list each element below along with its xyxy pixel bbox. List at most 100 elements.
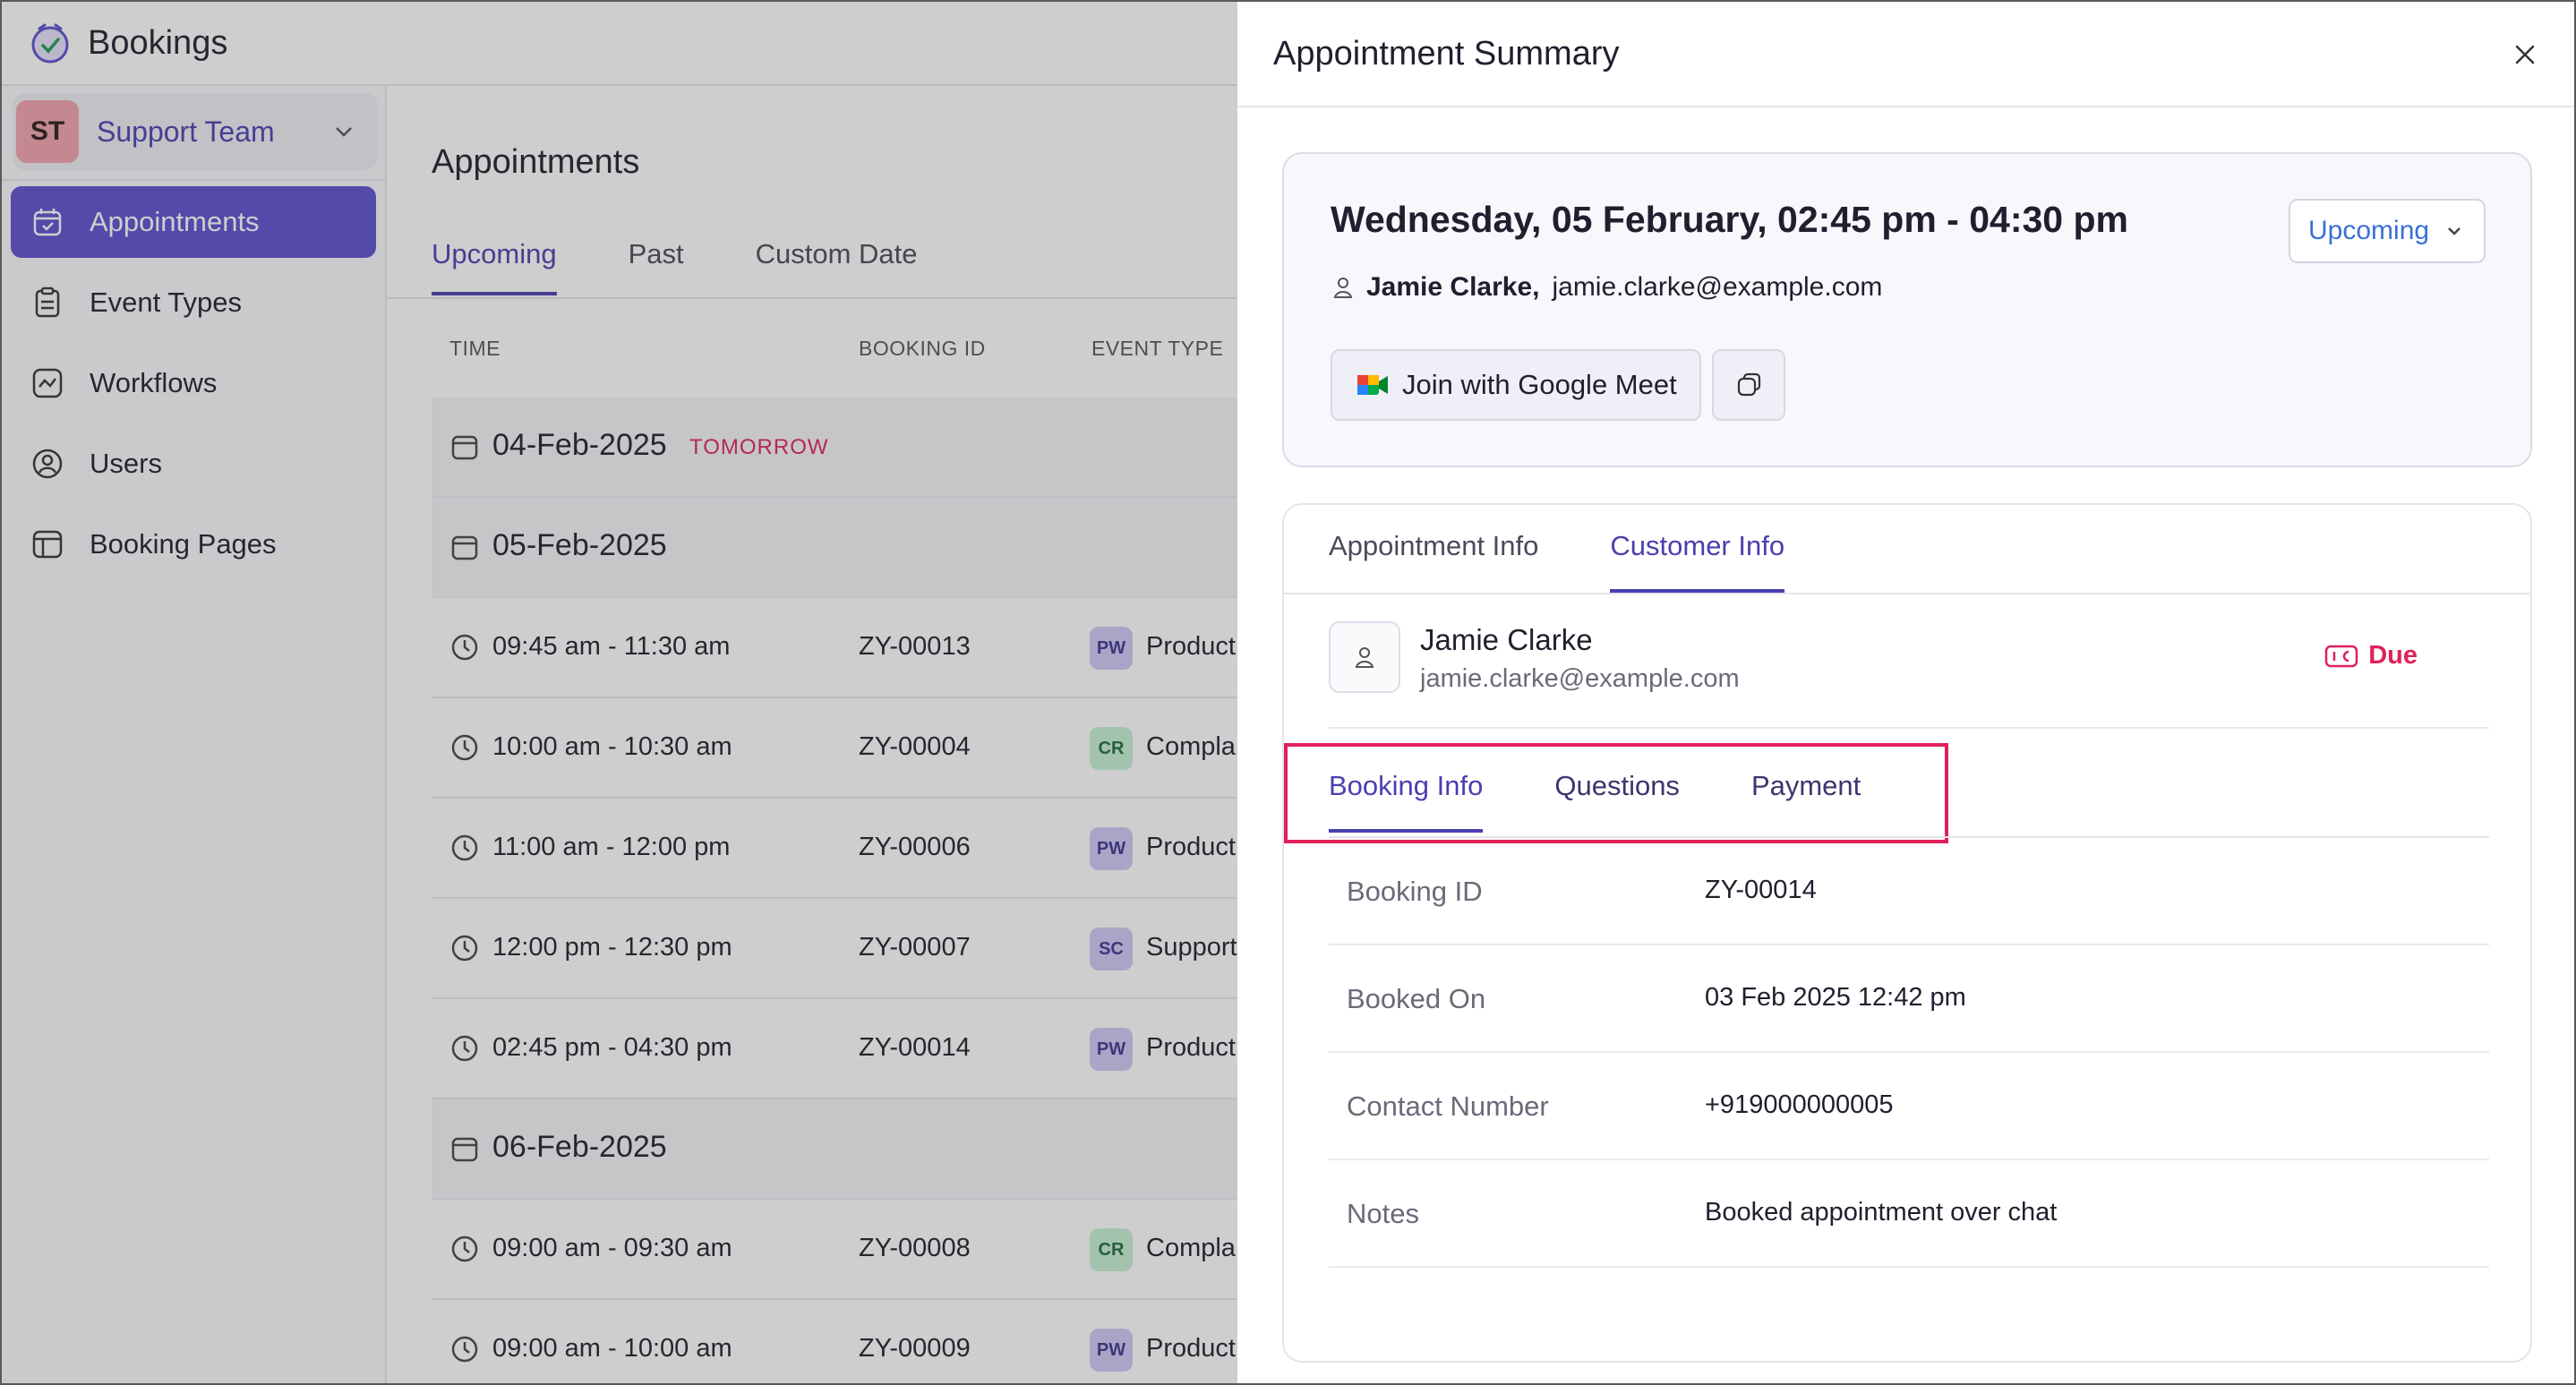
table-row[interactable]: 10:00 am - 10:30 am ZY-00004 CR Compla <box>432 698 1237 799</box>
detail-row: Booking ID ZY-00014 <box>1329 838 2489 945</box>
detail-value: Booked appointment over chat <box>1705 1198 2058 1227</box>
app-title: Bookings <box>88 23 228 62</box>
clock-icon <box>451 1235 478 1262</box>
event-type-badge: PW <box>1090 1028 1133 1071</box>
calendar-icon <box>451 435 478 460</box>
sidebar-item-label: Event Types <box>90 286 243 318</box>
clock-icon <box>451 834 478 861</box>
sidebar-item-label: Booking Pages <box>90 528 277 560</box>
appointment-time: 12:00 pm - 12:30 pm <box>492 933 732 962</box>
appointment-summary-panel: Appointment Summary Wednesday, 05 Februa… <box>1237 2 2574 1383</box>
sidebar-nav: Appointments Event Types Workflows Users… <box>11 186 376 589</box>
event-type: Product <box>1146 1033 1236 1062</box>
booking-page-icon <box>32 530 63 559</box>
status-dropdown[interactable]: Upcoming <box>2289 199 2486 263</box>
appointment-time: 10:00 am - 10:30 am <box>492 732 732 761</box>
clock-icon <box>451 1035 478 1062</box>
event-type-badge: PW <box>1090 1329 1133 1372</box>
detail-row: Contact Number +919000000005 <box>1329 1053 2489 1160</box>
highlight-box <box>1284 743 1948 843</box>
google-meet-icon <box>1357 375 1388 395</box>
booking-id: ZY-00013 <box>859 632 971 661</box>
date-group-row: 04-Feb-2025 TOMORROW <box>432 398 1237 498</box>
join-google-meet-button[interactable]: Join with Google Meet <box>1331 349 1701 421</box>
appointment-time: 09:45 am - 11:30 am <box>492 632 731 661</box>
detail-value: +919000000005 <box>1705 1090 1894 1119</box>
table-row[interactable]: 11:00 am - 12:00 pm ZY-00006 PW Product <box>432 799 1237 899</box>
column-header-event-type: EVENT TYPE <box>1091 337 1224 360</box>
detail-label: Contact Number <box>1347 1090 1549 1122</box>
sidebar-item-event-types[interactable]: Event Types <box>11 267 376 338</box>
booking-id: ZY-00014 <box>859 1033 971 1062</box>
modal-backdrop[interactable] <box>2 2 1237 1383</box>
table-row[interactable]: 02:45 pm - 04:30 pm ZY-00014 PW Product <box>432 999 1237 1099</box>
tab-customer-info[interactable]: Customer Info <box>1610 530 1784 593</box>
clock-icon <box>451 935 478 962</box>
clock-icon <box>451 634 478 661</box>
booking-id: ZY-00009 <box>859 1334 971 1363</box>
booking-id: ZY-00006 <box>859 833 971 861</box>
tab-custom-date[interactable]: Custom Date <box>755 238 918 269</box>
status-value: Upcoming <box>2308 216 2430 245</box>
event-type: Compla <box>1146 732 1236 761</box>
table-row[interactable]: 12:00 pm - 12:30 pm ZY-00007 SC Support <box>432 899 1237 999</box>
customer-name: Jamie Clarke, <box>1366 272 1540 302</box>
detail-label: Notes <box>1347 1198 1419 1229</box>
detail-label: Booked On <box>1347 983 1486 1014</box>
clock-icon <box>451 1336 478 1363</box>
divider <box>1329 836 2489 838</box>
booking-id: ZY-00004 <box>859 732 971 761</box>
panel-title: Appointment Summary <box>1273 34 1620 73</box>
table-row[interactable]: 09:00 am - 09:30 am ZY-00008 CR Compla <box>432 1200 1237 1300</box>
table-row[interactable]: 09:45 am - 11:30 am ZY-00013 PW Product <box>432 598 1237 698</box>
tab-booking-info[interactable]: Booking Info <box>1329 770 1484 833</box>
booking-id: ZY-00008 <box>859 1234 971 1262</box>
clipboard-icon <box>35 286 60 318</box>
details-card: Appointment Info Customer Info Jamie Cla… <box>1282 503 2532 1363</box>
sidebar-item-label: Appointments <box>90 206 260 237</box>
payment-status-badge: Due <box>2324 641 2418 671</box>
event-type: Product <box>1146 1334 1236 1363</box>
detail-label: Booking ID <box>1347 876 1483 907</box>
event-type: Product <box>1146 632 1236 661</box>
sidebar-item-workflows[interactable]: Workflows <box>11 347 376 419</box>
sidebar-item-users[interactable]: Users <box>11 428 376 500</box>
date-group-row: 05-Feb-2025 <box>432 498 1237 598</box>
sidebar-item-booking-pages[interactable]: Booking Pages <box>11 509 376 580</box>
customer-card-name: Jamie Clarke <box>1420 623 1593 656</box>
panel-header: Appointment Summary <box>1237 2 2574 107</box>
customer-card-email: jamie.clarke@example.com <box>1420 664 1740 693</box>
sidebar-item-appointments[interactable]: Appointments <box>11 186 376 258</box>
tab-appointment-info[interactable]: Appointment Info <box>1329 530 1539 561</box>
tab-questions[interactable]: Questions <box>1554 770 1680 801</box>
tab-payment[interactable]: Payment <box>1750 770 1861 801</box>
main-content: Appointments Upcoming Past Custom Date T… <box>387 86 1237 1383</box>
date-group-row: 06-Feb-2025 <box>432 1099 1237 1200</box>
column-header-booking-id: BOOKING ID <box>859 337 986 360</box>
info-tabs: Appointment Info Customer Info <box>1329 530 1856 593</box>
table-row[interactable]: 09:00 am - 10:00 am ZY-00009 PW Product <box>432 1300 1237 1383</box>
user-circle-icon <box>32 449 63 479</box>
event-type: Support <box>1146 933 1237 962</box>
customer-line: Jamie Clarke, jamie.clarke@example.com <box>1331 272 1882 303</box>
event-type-badge: CR <box>1090 727 1133 770</box>
divider <box>2 179 387 181</box>
meet-label: Join with Google Meet <box>1402 369 1677 400</box>
calendar-icon <box>451 1137 478 1162</box>
column-header-time: TIME <box>449 337 501 360</box>
tab-upcoming[interactable]: Upcoming <box>432 238 557 295</box>
divider <box>1284 593 2530 594</box>
event-type-badge: CR <box>1090 1228 1133 1271</box>
close-icon[interactable] <box>2506 36 2544 73</box>
calendar-icon <box>451 535 478 560</box>
team-switcher[interactable]: ST Support Team <box>13 93 378 170</box>
copy-icon <box>1737 372 1761 397</box>
copy-link-button[interactable] <box>1712 349 1785 421</box>
customer-summary: Jamie Clarke jamie.clarke@example.com Du… <box>1329 621 2489 729</box>
team-avatar: ST <box>16 100 79 163</box>
tab-past[interactable]: Past <box>628 238 684 269</box>
wallet-icon <box>2324 645 2358 667</box>
event-type-badge: SC <box>1090 928 1133 970</box>
appointment-time: 02:45 pm - 04:30 pm <box>492 1033 732 1062</box>
appointments-table: 04-Feb-2025 TOMORROW 05-Feb-2025 09:45 a… <box>432 398 1237 1383</box>
